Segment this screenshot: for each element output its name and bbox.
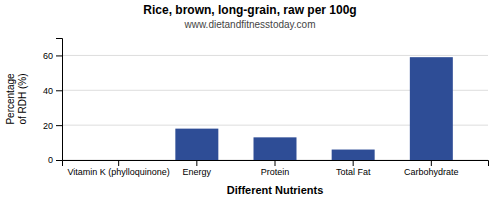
bar: [254, 137, 297, 160]
x-tick-mark: [275, 160, 276, 166]
x-tick-label: Carbohydrate: [404, 167, 459, 177]
y-tick: 20: [43, 121, 62, 131]
grid-line: [62, 55, 488, 56]
y-tick: 60: [43, 51, 62, 61]
x-tick: Energy: [183, 160, 212, 177]
x-tick-mark: [196, 160, 197, 166]
y-axis-title-line: Percentage: [5, 73, 16, 125]
x-tick-label: Energy: [183, 167, 212, 177]
y-tick-label: 0: [48, 155, 53, 165]
x-axis-title: Different Nutrients: [227, 184, 324, 196]
x-axis-line: [63, 161, 489, 167]
bar: [410, 57, 453, 160]
x-axis: Vitamin K (phylloquinone) Energy Protein To…: [63, 160, 489, 177]
x-tick-label: Total Fat: [336, 167, 371, 177]
bar: [175, 129, 218, 160]
grid: [62, 55, 488, 160]
y-axis-title: Percentageof RDH (%): [5, 73, 28, 125]
x-tick: Carbohydrate: [404, 160, 459, 177]
x-tick-mark: [353, 160, 354, 166]
y-axis: 0 20 40 60: [43, 39, 63, 166]
bar: [97, 160, 140, 161]
y-axis-line: [56, 39, 63, 161]
y-tick: 0: [48, 155, 62, 165]
plot-area: 0 20 40 60 Vitamin K (phylloquinone) Energy Pr…: [43, 39, 489, 178]
y-tick: 40: [43, 86, 62, 96]
y-tick-label: 60: [43, 51, 53, 61]
subtitle: www.dietandfitnesstoday.com: [184, 19, 316, 30]
x-tick-label: Protein: [261, 167, 290, 177]
x-tick: Vitamin K (phylloquinone): [67, 160, 169, 177]
y-tick-label: 20: [43, 121, 53, 131]
y-tick-mark: [56, 90, 62, 91]
x-tick-label: Vitamin K (phylloquinone): [67, 167, 169, 177]
x-tick-mark: [431, 160, 432, 166]
chart: Rice, brown, long-grain, raw per 100g www…: [0, 0, 500, 200]
x-tick: Protein: [261, 160, 290, 177]
y-tick-mark: [56, 55, 62, 56]
bar: [332, 150, 375, 160]
x-tick-mark: [118, 160, 119, 166]
bars: [175, 57, 452, 160]
title: Rice, brown, long-grain, raw per 100g: [143, 3, 356, 17]
x-tick: Total Fat: [336, 160, 371, 177]
y-axis-title-line: of RDH (%): [17, 73, 28, 124]
y-tick-mark: [56, 125, 62, 126]
y-tick-label: 40: [43, 86, 53, 96]
y-tick-mark: [56, 160, 62, 161]
